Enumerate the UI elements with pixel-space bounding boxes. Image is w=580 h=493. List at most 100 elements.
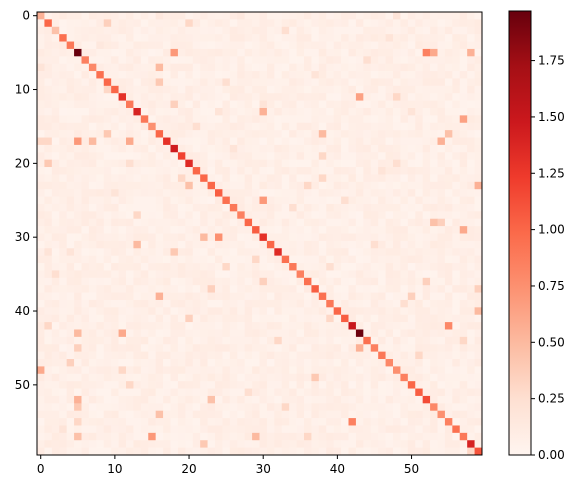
heatmap-cell bbox=[88, 211, 97, 220]
heatmap-cell bbox=[74, 159, 82, 168]
heatmap-cell bbox=[215, 240, 223, 249]
heatmap-cell bbox=[452, 425, 461, 434]
heatmap-cell bbox=[304, 122, 312, 131]
heatmap-cell bbox=[363, 78, 372, 87]
heatmap-cell bbox=[59, 359, 67, 367]
heatmap-cell bbox=[66, 71, 75, 79]
heatmap-cell bbox=[385, 395, 394, 404]
heatmap-cell bbox=[459, 329, 468, 338]
heatmap-cell bbox=[407, 100, 416, 109]
heatmap-cell bbox=[341, 19, 349, 28]
heatmap-cell bbox=[81, 48, 90, 57]
heatmap-cell bbox=[237, 233, 245, 242]
heatmap-cell bbox=[266, 344, 275, 352]
heatmap-cell bbox=[430, 218, 438, 227]
heatmap-cell bbox=[192, 71, 201, 79]
heatmap-cell bbox=[215, 174, 223, 183]
heatmap-cell bbox=[452, 292, 461, 301]
heatmap-cell bbox=[118, 410, 127, 419]
heatmap-cell bbox=[304, 277, 312, 286]
heatmap-cell bbox=[289, 93, 297, 101]
heatmap-cell bbox=[407, 78, 416, 87]
heatmap-cell bbox=[111, 336, 119, 345]
heatmap-cell bbox=[341, 233, 349, 242]
heatmap-cell bbox=[452, 26, 461, 35]
heatmap-cell bbox=[140, 152, 149, 160]
heatmap-cell bbox=[237, 425, 245, 434]
heatmap-cell bbox=[318, 366, 327, 375]
heatmap-cell bbox=[289, 255, 297, 264]
heatmap-cell bbox=[281, 418, 290, 426]
heatmap-cell bbox=[422, 159, 431, 168]
heatmap-cell bbox=[51, 240, 60, 249]
heatmap-cell bbox=[88, 78, 97, 87]
heatmap-cell bbox=[229, 255, 238, 264]
heatmap-cell bbox=[96, 93, 105, 101]
heatmap-cell bbox=[66, 322, 75, 330]
heatmap-cell bbox=[229, 425, 238, 434]
heatmap-cell bbox=[259, 388, 268, 397]
heatmap-cell bbox=[59, 395, 67, 404]
heatmap-cell bbox=[370, 233, 379, 242]
heatmap-cell bbox=[244, 322, 253, 330]
heatmap-cell bbox=[37, 263, 45, 271]
heatmap-cell bbox=[244, 240, 253, 249]
heatmap-cell bbox=[229, 218, 238, 227]
heatmap-cell bbox=[185, 152, 194, 160]
heatmap-cell bbox=[444, 12, 453, 20]
heatmap-cell bbox=[222, 107, 231, 116]
heatmap-cell bbox=[81, 425, 90, 434]
heatmap-cell bbox=[177, 56, 186, 64]
heatmap-cell bbox=[333, 432, 342, 441]
heatmap-cell bbox=[200, 373, 208, 382]
heatmap-cell bbox=[459, 270, 468, 279]
heatmap-cell bbox=[185, 255, 194, 264]
heatmap-cell bbox=[318, 26, 327, 35]
heatmap-cell bbox=[444, 359, 453, 367]
heatmap-cell bbox=[215, 78, 223, 87]
heatmap-cell bbox=[133, 174, 142, 183]
heatmap-cell bbox=[474, 425, 483, 434]
heatmap-cell bbox=[400, 115, 409, 124]
heatmap-cell bbox=[140, 344, 149, 352]
heatmap-cell bbox=[430, 336, 438, 345]
heatmap-cell bbox=[437, 181, 446, 190]
heatmap-cell bbox=[348, 263, 357, 271]
heatmap-cell bbox=[296, 344, 305, 352]
heatmap-cell bbox=[333, 181, 342, 190]
heatmap-cell bbox=[363, 233, 372, 242]
heatmap-cell bbox=[44, 71, 53, 79]
heatmap-cell bbox=[289, 189, 297, 197]
heatmap-cell bbox=[207, 71, 216, 79]
heatmap-cell bbox=[140, 115, 149, 124]
heatmap-cell bbox=[103, 226, 112, 234]
heatmap-cell bbox=[400, 71, 409, 79]
heatmap-cell bbox=[355, 122, 364, 131]
heatmap-cell bbox=[296, 336, 305, 345]
heatmap-cell bbox=[370, 270, 379, 279]
heatmap-cell bbox=[140, 56, 149, 64]
heatmap-cell bbox=[155, 78, 164, 87]
heatmap-cell bbox=[51, 344, 60, 352]
heatmap-cell bbox=[185, 115, 194, 124]
heatmap-cell bbox=[126, 255, 134, 264]
colorbar-tick-label: 1.00 bbox=[538, 223, 565, 237]
heatmap-cell bbox=[222, 410, 231, 419]
heatmap-cell bbox=[467, 336, 475, 345]
heatmap-cell bbox=[155, 233, 164, 242]
heatmap-cell bbox=[66, 93, 75, 101]
heatmap-cell bbox=[111, 48, 119, 57]
heatmap-cell bbox=[304, 410, 312, 419]
heatmap-frame bbox=[36, 11, 483, 456]
heatmap-cell bbox=[37, 211, 45, 220]
heatmap-cell bbox=[170, 270, 179, 279]
heatmap-cell bbox=[363, 12, 372, 20]
heatmap-cell bbox=[140, 78, 149, 87]
heatmap-cell bbox=[289, 366, 297, 375]
heatmap-cell bbox=[393, 203, 401, 212]
heatmap-cell bbox=[155, 314, 164, 323]
heatmap-cell bbox=[370, 93, 379, 101]
heatmap-cell bbox=[237, 174, 245, 183]
heatmap-cell bbox=[289, 211, 297, 220]
heatmap-cell bbox=[289, 122, 297, 131]
